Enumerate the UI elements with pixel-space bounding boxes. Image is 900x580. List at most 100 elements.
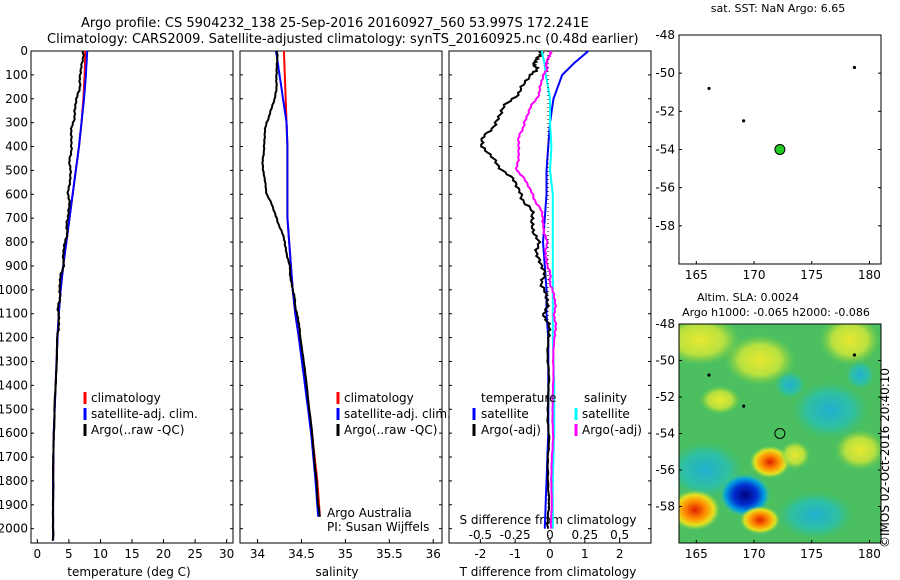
diff-x-axis: -2 -1 0 1 2 -0.5 -0.25 0 0.25 0.5 [469, 528, 630, 561]
temp-legend: climatology satellite-adj. clim. Argo(..… [83, 391, 198, 437]
temp-satellite-line [52, 50, 89, 541]
diff-t-tick-label: 0 [546, 547, 554, 561]
depth-tick-label: 2000 [0, 522, 28, 536]
depth-tick-label: 500 [5, 163, 28, 177]
sal-xlabel: salinity [315, 565, 358, 579]
map-bottom-y-tick-label: -58 [655, 500, 675, 514]
diff-t-tick-label: -2 [474, 547, 486, 561]
sal-x-tick-label: 34 [250, 547, 265, 561]
depth-tick-label: 1200 [0, 331, 28, 345]
diff-t-tick-label: 2 [616, 547, 624, 561]
map-bottom-float-position [774, 428, 786, 439]
sal-x-tick-label: 36 [426, 547, 441, 561]
sal-legend-satellite: satellite-adj. clim. [344, 407, 451, 421]
diff-legend-header-t: temperature [481, 391, 556, 405]
depth-tick-label: 900 [5, 259, 28, 273]
diff-legend-header-s: salinity [584, 391, 627, 405]
temp-x-tick-label: 5 [65, 547, 73, 561]
map-top-x-tick-label: 175 [800, 268, 823, 282]
map-bottom-y-tick-label: -56 [655, 463, 675, 477]
map-top-axes: -48 -50 -52 -54 -56 -58 165 170 175 180 [655, 28, 881, 282]
temp-x-tick-label: 20 [156, 547, 171, 561]
map-bottom-title1: Altim. SLA: 0.0024 [697, 291, 799, 304]
sal-legend: climatology satellite-adj. clim. Argo(..… [327, 391, 451, 534]
map-top-y-tick-label: -50 [655, 66, 675, 80]
depth-tick-label: 700 [5, 211, 28, 225]
map-bottom-y-tick-label: -50 [655, 354, 675, 368]
map-top-island-point [852, 65, 857, 70]
temp-legend-satellite: satellite-adj. clim. [91, 407, 198, 421]
temp-x-tick-label: 15 [124, 547, 139, 561]
map-bottom-y-tick-label: -52 [655, 390, 675, 404]
diff-legend: temperature salinity satellite Argo(-adj… [472, 391, 642, 437]
depth-tick-label: 1100 [0, 307, 28, 321]
imos-stamp: ©IMOS 02-Oct-2016 20:40:10 [878, 368, 892, 548]
map-bottom-x-tick-label: 165 [685, 547, 708, 561]
sal-legend-climatology: climatology [344, 391, 414, 405]
diff-t-argo-line [480, 51, 552, 529]
temp-argo-line [51, 51, 85, 541]
temp-x-tick-label: 30 [219, 547, 234, 561]
temp-x-axis: 0 5 10 15 20 25 30 [33, 539, 234, 561]
map-bottom-title2: Argo h1000: -0.065 h2000: -0.086 [682, 306, 870, 319]
diff-t-tick-label: -1 [509, 547, 521, 561]
map-bottom-y-tick-label: -54 [655, 427, 675, 441]
diff-series [480, 50, 589, 529]
diff-legend-s-satellite: satellite [582, 407, 630, 421]
diff-s-tick-label: 0 [546, 528, 554, 542]
depth-tick-label: 1300 [0, 354, 28, 368]
diff-t-tick-label: 1 [581, 547, 589, 561]
depth-tick-label: 1700 [0, 450, 28, 464]
depth-tick-label: 1800 [0, 474, 28, 488]
sal-argo-line [261, 50, 321, 518]
map-bottom-x-tick-label: 180 [858, 547, 881, 561]
sal-legend-argo: Argo(..raw -QC) [344, 423, 437, 437]
sal-panel-frame [239, 50, 443, 544]
map-top-x-tick-label: 170 [743, 268, 766, 282]
temp-series [51, 50, 89, 541]
depth-tick-label: 1400 [0, 378, 28, 392]
depth-tick-label: 0 [20, 44, 28, 58]
map-top-island-point [742, 119, 746, 123]
sal-x-axis: 34 34.5 35 35.5 36 [250, 539, 441, 561]
diff-xlabel: T difference from climatology [459, 565, 637, 579]
map-top-points [707, 65, 857, 155]
diff-s-argo-line [514, 51, 558, 529]
diff-legend-t-satellite: satellite [481, 407, 529, 421]
map-top-title: sat. SST: NaN Argo: 6.65 [711, 2, 845, 15]
temp-legend-climatology: climatology [91, 391, 161, 405]
depth-axis: 0 100 200 300 400 500 600 700 800 900 1000 1100 1200… [0, 44, 651, 536]
depth-tick-label: 1600 [0, 426, 28, 440]
temp-x-tick-label: 10 [93, 547, 108, 561]
header-line1: Argo profile: CS 5904232_138 25-Sep-2016… [81, 16, 589, 31]
depth-tick-label: 800 [5, 235, 28, 249]
map-bottom-x-tick-label: 175 [800, 547, 823, 561]
diff-s-tick-label: -0.5 [469, 528, 492, 542]
map-bottom-island-point [742, 404, 746, 408]
map-bottom-island-point [852, 353, 857, 357]
map-bottom-y-tick-label: -48 [655, 317, 675, 331]
temp-panel-frame [30, 50, 234, 544]
sal-x-tick-label: 35 [338, 547, 353, 561]
sal-x-tick-label: 34.5 [288, 547, 315, 561]
map-bottom-island-point [707, 373, 711, 377]
sal-satellite-line [275, 50, 320, 517]
depth-tick-label: 400 [5, 140, 28, 154]
map-top-x-tick-label: 180 [858, 268, 881, 282]
depth-tick-label: 1900 [0, 498, 28, 512]
temp-x-tick-label: 25 [187, 547, 202, 561]
sla-heatmap [679, 324, 881, 543]
sal-series [261, 50, 321, 518]
sal-note-pi: PI: Susan Wijffels [327, 520, 429, 534]
diff-s-tick-label: 0.5 [610, 528, 629, 542]
map-top-float-position [774, 144, 786, 155]
diff-legend-s-argo: Argo(-adj) [582, 423, 642, 437]
depth-tick-label: 300 [5, 116, 28, 130]
header-line2: Climatology: CARS2009. Satellite-adjuste… [47, 32, 639, 47]
map-bottom-x-tick-label: 170 [743, 547, 766, 561]
map-top-y-tick-label: -48 [655, 28, 675, 42]
sal-x-tick-label: 35.5 [376, 547, 403, 561]
map-bottom-axes: -48 -50 -52 -54 -56 -58 165 170 175 180 [655, 317, 881, 561]
sal-note-argo-australia: Argo Australia [327, 506, 412, 520]
map-bottom-points [707, 353, 857, 439]
